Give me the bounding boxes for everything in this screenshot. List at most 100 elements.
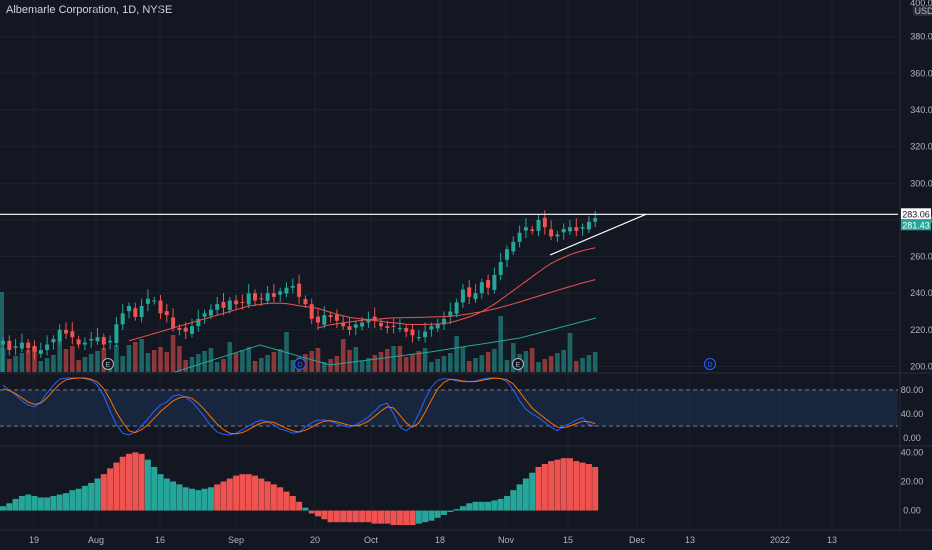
volume-bar <box>70 346 75 372</box>
dividend-marker-label: D <box>297 362 302 369</box>
volume-bar <box>170 335 176 372</box>
histogram-bar <box>283 491 290 511</box>
candle <box>95 337 100 342</box>
price-tick-label: 320.00 <box>910 142 932 152</box>
candle <box>334 314 339 321</box>
volume-bar <box>202 351 207 372</box>
histogram-bar <box>321 510 328 520</box>
volume-bar <box>567 333 573 372</box>
volume-bar <box>7 359 12 372</box>
candle <box>303 299 308 305</box>
volume-bar <box>164 352 170 372</box>
time-tick-label: 16 <box>155 535 165 545</box>
volume-bar <box>448 353 453 372</box>
candle <box>511 241 516 252</box>
histogram-bar <box>289 496 296 511</box>
histogram-bar <box>548 461 555 511</box>
histogram-bar <box>365 510 372 523</box>
volume-bar <box>214 362 220 372</box>
histogram-bar <box>579 462 586 511</box>
volume-bar <box>19 353 25 372</box>
histogram-bar <box>308 510 315 514</box>
stochastic-tick-label: 40.00 <box>901 409 924 419</box>
time-tick-label: 20 <box>310 535 320 545</box>
histogram-bar <box>6 503 13 511</box>
histogram-bar <box>63 493 69 511</box>
volume-bar <box>196 354 201 372</box>
volume-bar <box>0 292 4 372</box>
candle <box>240 301 245 303</box>
price-tick-label: 200.00 <box>910 362 932 372</box>
histogram-bar <box>270 484 277 511</box>
histogram-bar <box>220 481 227 511</box>
histogram-bar <box>113 462 120 511</box>
candle <box>133 308 138 318</box>
volume-bar <box>536 362 541 372</box>
candle <box>448 311 453 317</box>
volume-bar <box>38 361 44 372</box>
histogram-bar <box>239 474 246 511</box>
candle <box>416 337 421 339</box>
volume-bar <box>416 351 422 372</box>
candle <box>221 301 226 308</box>
histogram-bar <box>207 487 214 511</box>
candle <box>82 342 87 345</box>
volume-bar <box>13 356 18 372</box>
candle <box>202 313 207 317</box>
histogram-bar <box>277 487 284 511</box>
candle <box>360 322 365 327</box>
histogram-bar <box>214 484 221 511</box>
price-tick-label: 220.00 <box>910 325 932 335</box>
volume-bar <box>133 342 138 372</box>
resistance-badge <box>901 208 931 220</box>
candle <box>259 298 264 300</box>
candle <box>290 285 295 288</box>
candle <box>568 227 572 232</box>
candle <box>460 289 465 303</box>
candle <box>341 322 346 327</box>
volume-bar <box>385 349 390 372</box>
volume-bar <box>88 354 94 372</box>
price-tick-label: 240.00 <box>910 288 932 298</box>
histogram-bar <box>75 488 82 511</box>
histogram-bar <box>522 478 529 511</box>
candle <box>234 300 239 305</box>
histogram-bar <box>189 488 195 511</box>
volume-bar <box>328 359 333 372</box>
price-tick-label: 380.00 <box>910 32 932 42</box>
volume-bar <box>158 347 163 372</box>
time-tick-label: 15 <box>563 535 573 545</box>
candle <box>486 280 491 288</box>
candle <box>164 311 169 316</box>
volume-bar <box>120 356 125 372</box>
candle <box>284 287 289 294</box>
histogram-tick-label: 20.00 <box>901 476 924 486</box>
volume-bar <box>555 353 560 372</box>
volume-bar <box>359 361 365 372</box>
candle <box>64 329 68 334</box>
volume-bar <box>290 360 296 372</box>
volume-bar <box>340 339 346 372</box>
histogram-bar <box>37 497 44 511</box>
histogram-bar <box>554 459 561 511</box>
histogram-bar <box>491 500 498 511</box>
candle <box>467 287 472 297</box>
volume-bar <box>208 348 214 372</box>
candle <box>505 249 509 260</box>
volume-bar <box>466 361 472 372</box>
volume-bar <box>403 357 409 372</box>
volume-bar <box>259 358 264 372</box>
volume-bar <box>460 347 466 372</box>
histogram-bar <box>201 488 208 511</box>
histogram-bar <box>535 466 542 511</box>
candle <box>410 329 415 336</box>
volume-bar <box>479 355 485 372</box>
volume-bar <box>51 355 56 372</box>
candle <box>442 318 446 325</box>
histogram-bar <box>315 510 321 517</box>
candle <box>536 219 541 231</box>
candle <box>561 229 566 233</box>
candle <box>309 304 314 319</box>
candle <box>208 309 213 316</box>
